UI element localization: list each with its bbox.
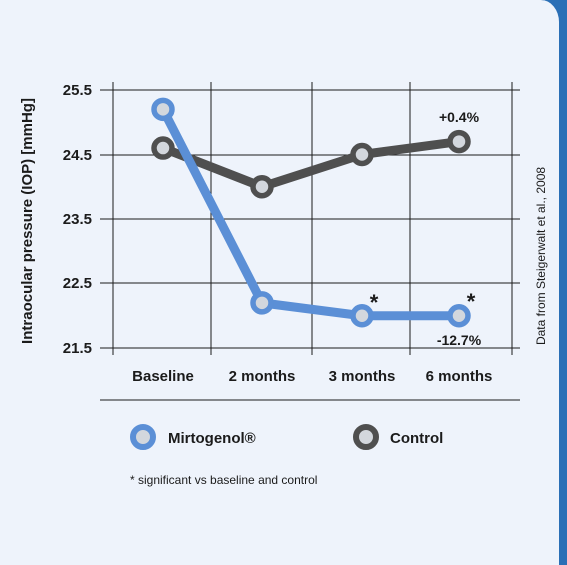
control-change-label: +0.4% <box>439 109 480 125</box>
significance-star: * <box>370 290 379 315</box>
series-line-control <box>161 137 460 192</box>
source-note: Data from Steigerwalt et al., 2008 <box>534 167 548 345</box>
x-tick-label: Baseline <box>132 368 194 385</box>
legend-marker-mirtogenol <box>130 424 156 450</box>
x-tick-label: 2 months <box>229 368 296 385</box>
data-point-control <box>350 142 374 167</box>
significance-star: * <box>467 289 476 314</box>
y-tick-label: 25.5 <box>63 82 92 99</box>
data-point-control <box>151 136 175 160</box>
legend-label-mirtogenol: Mirtogenol® <box>168 430 256 447</box>
series-layer <box>151 97 471 328</box>
y-tick-label: 24.5 <box>63 147 92 164</box>
data-point-control <box>447 129 471 154</box>
legend-label-control: Control <box>390 430 443 447</box>
data-point-control <box>250 175 274 199</box>
legend: Mirtogenol® Control <box>130 424 443 450</box>
footnote: * significant vs baseline and control <box>130 473 317 487</box>
y-tick-label: 22.5 <box>63 275 92 292</box>
x-tick-label: 3 months <box>329 368 396 385</box>
series-line-mirtogenol <box>158 107 459 321</box>
y-axis-label: Intraocular pressure (IOP) [mmHg] <box>19 98 36 344</box>
mirtogenol-change-label: -12.7% <box>437 332 482 348</box>
data-point-mirtogenol <box>151 97 175 122</box>
y-tick-label: 23.5 <box>63 211 92 228</box>
y-tick-label: 21.5 <box>63 340 92 357</box>
x-tick-label: 6 months <box>426 368 493 385</box>
data-point-mirtogenol <box>447 304 471 328</box>
data-point-mirtogenol <box>350 304 374 328</box>
legend-marker-control <box>353 424 379 450</box>
data-point-mirtogenol <box>250 291 274 315</box>
